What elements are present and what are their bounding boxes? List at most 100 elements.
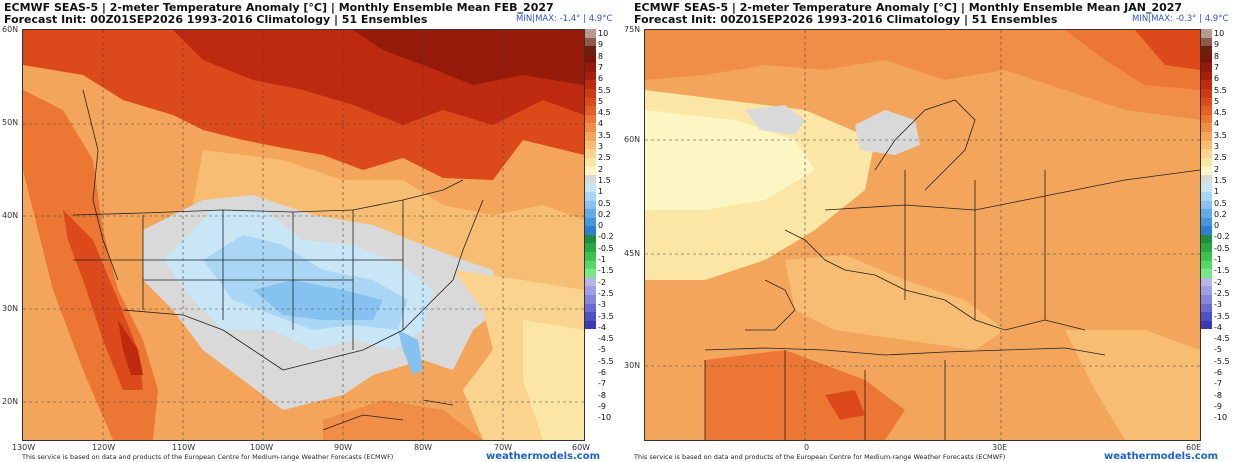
colorbar-tick-label: -6 [598,368,606,377]
colorbar-tick-label: -5 [1214,345,1222,355]
colorbar-swatch [1201,89,1212,98]
colorbar-swatch [1201,106,1212,115]
colorbar-tick-label: 8 [1214,51,1220,61]
lon-label: 80W [414,443,433,452]
lon-label: 60W [572,443,591,452]
colorbar-swatch [585,166,596,175]
colorbar-tick-label: 6 [1214,74,1220,84]
colorbar-tick-label: 10 [598,29,609,38]
lon-label: 120W [92,443,116,452]
colorbar-tick-label: 5 [1214,96,1220,106]
colorbar-tick-label: 5.5 [1214,85,1227,95]
colorbar-tick-label: -2.5 [598,288,614,298]
colorbar-swatch [1201,191,1212,201]
colorbar-tick-label: 2.5 [1214,153,1227,163]
colorbar-swatch [585,89,596,98]
colorbar-tick-label: -8 [598,390,606,400]
colorbar-tick-label: 4.5 [1214,108,1227,118]
colorbar-swatch [585,80,596,90]
lat-label: 40N [2,211,19,220]
colorbar-swatch [1201,312,1212,321]
colorbar-tick-label: 0 [598,221,604,231]
colorbar-tick-label: -5.5 [598,356,614,366]
colorbar-swatch [585,106,596,115]
lon-label: 90W [334,443,353,452]
colorbar-swatch [585,29,596,38]
colorbar-swatch [1201,140,1212,150]
colorbar-tick-label: 1 [598,187,604,197]
colorbar-swatch [585,320,596,330]
lat-label: 60N [2,25,19,34]
colorbar-tick-label: -5 [598,345,606,355]
colorbar-tick-label: -2 [1214,277,1222,287]
colorbar-swatch [1201,260,1212,270]
colorbar-swatch [585,277,596,287]
colorbar-swatch [585,243,596,253]
colorbar-swatch [1201,149,1212,158]
colorbar-tick-label: -1.5 [598,266,614,276]
colorbar-swatch [1201,217,1212,227]
colorbar-tick-label: -1 [1214,255,1222,264]
colorbar-tick-label: -6 [1214,368,1222,377]
lon-label: 0 [804,443,810,452]
left-map-panel: ECMWF SEAS-5 | 2-meter Temperature Anoma… [0,0,614,462]
colorbar-swatch [1201,63,1212,72]
colorbar-swatch [1201,234,1212,244]
colorbar-tick-label: -1 [598,255,606,264]
colorbar-swatch [585,226,596,235]
colorbar-swatch [1201,303,1212,313]
colorbar-tick-label: -7 [1214,379,1222,389]
colorbar-tick-label: -0.5 [1214,243,1230,253]
right-title: ECMWF SEAS-5 | 2-meter Temperature Anoma… [634,1,1183,14]
colorbar-tick-label: 0.5 [1214,198,1227,208]
colorbar-swatch [585,200,596,210]
colorbar-tick-label: 0.5 [598,198,611,208]
colorbar-swatch [1201,174,1212,184]
right-map-panel: ECMWF SEAS-5 | 2-meter Temperature Anoma… [620,0,1250,462]
left-footer-credit: This service is based on data and produc… [22,453,394,461]
colorbar-tick-label: -0.2 [598,232,614,242]
colorbar-tick-label: -10 [1214,413,1228,423]
colorbar-swatch [1201,320,1212,330]
left-subtitle: Forecast Init: 00Z01SEP2026 1993-2016 Cl… [4,13,428,26]
colorbar-swatch [1201,294,1212,304]
colorbar-swatch [1201,277,1212,287]
colorbar-swatch [1201,46,1212,55]
europe-anomaly-map [644,29,1201,441]
right-brand-link[interactable]: weathermodels.com [1104,451,1219,462]
colorbar-swatch [585,149,596,158]
right-footer-credit: This service is based on data and produc… [634,453,1006,461]
colorbar-swatch [585,37,596,47]
colorbar-swatch [585,269,596,278]
colorbar-tick-label: -7 [598,379,606,389]
colorbar-swatch [1201,269,1212,278]
colorbar-tick-label: -2.5 [1214,288,1230,298]
left-brand-link[interactable]: weathermodels.com [486,451,601,462]
lon-label: 100W [250,443,274,452]
lon-label: 60E [1186,443,1202,452]
colorbar-swatch [1201,243,1212,253]
colorbar-swatch [1201,131,1212,141]
colorbar-tick-label: -5.5 [1214,356,1230,366]
colorbar-tick-label: -1.5 [1214,266,1230,276]
colorbar-swatch [585,71,596,81]
colorbar-swatch [585,252,596,261]
colorbar-tick-label: 4.5 [598,108,611,118]
colorbar-tick-label: 2 [1214,164,1220,174]
colorbar-tick-label: 7 [1214,62,1220,72]
colorbar-tick-label: -8 [1214,390,1222,400]
colorbar-tick-label: 0.2 [598,209,611,219]
colorbar-tick-label: -3.5 [598,311,614,321]
colorbar-tick-label: -2 [598,277,606,287]
colorbar-swatch [585,114,596,124]
colorbar-swatch [1201,286,1212,295]
colorbar-tick-label: 3 [598,142,604,151]
colorbar-tick-label: -4 [598,322,606,332]
colorbar-swatch [1201,71,1212,81]
colorbar-swatch [1201,226,1212,235]
right-minmax: MIN|MAX: -0.3° | 4.9°C [1132,14,1229,24]
colorbar-swatch [1201,114,1212,124]
colorbar-swatch [585,123,596,132]
colorbar-tick-label: -0.2 [1214,232,1230,242]
lat-label: 20N [2,397,19,406]
